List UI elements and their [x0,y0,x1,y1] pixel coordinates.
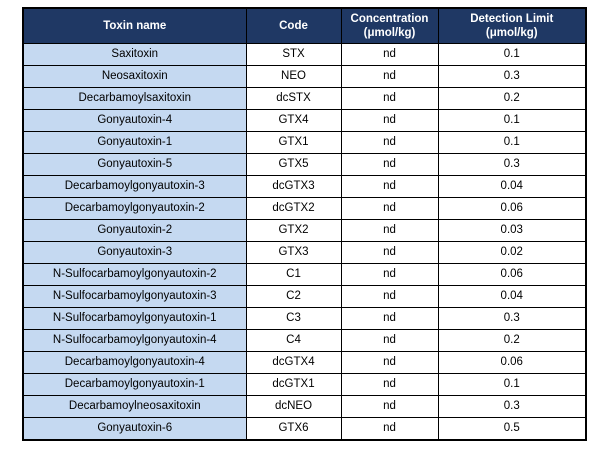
table-header: Toxin name Code Concentration (μmol/kg) … [22,7,587,44]
toxin-name-cell: N-Sulfocarbamoylgonyautoxin-3 [22,285,247,308]
toxin-name-cell: Gonyautoxin-3 [22,241,247,264]
toxin-name-cell: Saxitoxin [22,43,247,66]
detection-limit-cell: 0.1 [437,109,587,132]
header-code: Code [245,7,342,44]
concentration-cell: nd [340,351,439,374]
concentration-cell: nd [340,153,439,176]
toxin-name-cell: Decarbamoylgonyautoxin-2 [22,197,247,220]
concentration-cell: nd [340,197,439,220]
detection-limit-cell: 0.06 [437,197,587,220]
detection-limit-cell: 0.04 [437,175,587,198]
concentration-cell: nd [340,43,439,66]
code-cell: GTX5 [245,153,342,176]
concentration-cell: nd [340,417,439,441]
detection-limit-cell: 0.06 [437,263,587,286]
detection-limit-cell: 0.3 [437,395,587,418]
table-row: N-Sulfocarbamoylgonyautoxin-1 C3 nd 0.3 [22,307,587,330]
table-row: N-Sulfocarbamoylgonyautoxin-3 C2 nd 0.04 [22,285,587,308]
table-row: N-Sulfocarbamoylgonyautoxin-4 C4 nd 0.2 [22,329,587,352]
toxin-name-cell: Neosaxitoxin [22,65,247,88]
concentration-cell: nd [340,307,439,330]
code-cell: GTX2 [245,219,342,242]
toxin-name-cell: Gonyautoxin-4 [22,109,247,132]
header-row: Toxin name Code Concentration (μmol/kg) … [22,7,587,44]
detection-limit-cell: 0.3 [437,307,587,330]
header-toxin-name: Toxin name [22,7,247,44]
detection-limit-cell: 0.2 [437,87,587,110]
toxin-name-cell: N-Sulfocarbamoylgonyautoxin-4 [22,329,247,352]
toxin-name-cell: Decarbamoylgonyautoxin-1 [22,373,247,396]
toxin-name-cell: Decarbamoylsaxitoxin [22,87,247,110]
concentration-cell: nd [340,65,439,88]
detection-limit-cell: 0.06 [437,351,587,374]
code-cell: dcGTX3 [245,175,342,198]
code-cell: dcNEO [245,395,342,418]
detection-limit-cell: 0.2 [437,329,587,352]
code-cell: dcGTX2 [245,197,342,220]
code-cell: NEO [245,65,342,88]
code-cell: C3 [245,307,342,330]
toxin-detection-table: Toxin name Code Concentration (μmol/kg) … [22,7,587,441]
toxin-name-cell: Gonyautoxin-1 [22,131,247,154]
toxin-name-cell: N-Sulfocarbamoylgonyautoxin-2 [22,263,247,286]
detection-limit-cell: 0.5 [437,417,587,441]
concentration-cell: nd [340,175,439,198]
header-concentration: Concentration (μmol/kg) [340,7,439,44]
table-row: Decarbamoylgonyautoxin-1 dcGTX1 nd 0.1 [22,373,587,396]
concentration-cell: nd [340,131,439,154]
table-row: Decarbamoylgonyautoxin-3 dcGTX3 nd 0.04 [22,175,587,198]
code-cell: GTX1 [245,131,342,154]
toxin-name-cell: Gonyautoxin-5 [22,153,247,176]
table-body: Saxitoxin STX nd 0.1 Neosaxitoxin NEO nd… [22,43,587,441]
toxin-name-cell: Gonyautoxin-2 [22,219,247,242]
concentration-cell: nd [340,395,439,418]
detection-limit-cell: 0.03 [437,219,587,242]
table-row: Neosaxitoxin NEO nd 0.3 [22,65,587,88]
table-row: Decarbamoylgonyautoxin-2 dcGTX2 nd 0.06 [22,197,587,220]
code-cell: dcGTX4 [245,351,342,374]
table-row: Gonyautoxin-4 GTX4 nd 0.1 [22,109,587,132]
detection-limit-cell: 0.3 [437,65,587,88]
concentration-cell: nd [340,87,439,110]
detection-limit-cell: 0.1 [437,43,587,66]
toxin-name-cell: Decarbamoylneosaxitoxin [22,395,247,418]
code-cell: C2 [245,285,342,308]
code-cell: GTX3 [245,241,342,264]
toxin-name-cell: N-Sulfocarbamoylgonyautoxin-1 [22,307,247,330]
table-row: N-Sulfocarbamoylgonyautoxin-2 C1 nd 0.06 [22,263,587,286]
concentration-cell: nd [340,109,439,132]
detection-limit-cell: 0.3 [437,153,587,176]
code-cell: GTX6 [245,417,342,441]
table-row: Saxitoxin STX nd 0.1 [22,43,587,66]
toxin-name-cell: Decarbamoylgonyautoxin-4 [22,351,247,374]
table-row: Gonyautoxin-1 GTX1 nd 0.1 [22,131,587,154]
code-cell: dcSTX [245,87,342,110]
table-row: Gonyautoxin-2 GTX2 nd 0.03 [22,219,587,242]
table-row: Decarbamoylgonyautoxin-4 dcGTX4 nd 0.06 [22,351,587,374]
table-row: Gonyautoxin-5 GTX5 nd 0.3 [22,153,587,176]
table-row: Gonyautoxin-3 GTX3 nd 0.02 [22,241,587,264]
concentration-cell: nd [340,219,439,242]
concentration-cell: nd [340,329,439,352]
code-cell: STX [245,43,342,66]
code-cell: GTX4 [245,109,342,132]
code-cell: dcGTX1 [245,373,342,396]
table-row: Decarbamoylsaxitoxin dcSTX nd 0.2 [22,87,587,110]
table-row: Gonyautoxin-6 GTX6 nd 0.5 [22,417,587,441]
concentration-cell: nd [340,285,439,308]
concentration-cell: nd [340,241,439,264]
code-cell: C1 [245,263,342,286]
detection-limit-cell: 0.02 [437,241,587,264]
toxin-name-cell: Decarbamoylgonyautoxin-3 [22,175,247,198]
toxin-name-cell: Gonyautoxin-6 [22,417,247,441]
code-cell: C4 [245,329,342,352]
detection-limit-cell: 0.04 [437,285,587,308]
header-detection-limit: Detection Limit (μmol/kg) [437,7,587,44]
detection-limit-cell: 0.1 [437,373,587,396]
concentration-cell: nd [340,263,439,286]
table-row: Decarbamoylneosaxitoxin dcNEO nd 0.3 [22,395,587,418]
concentration-cell: nd [340,373,439,396]
detection-limit-cell: 0.1 [437,131,587,154]
